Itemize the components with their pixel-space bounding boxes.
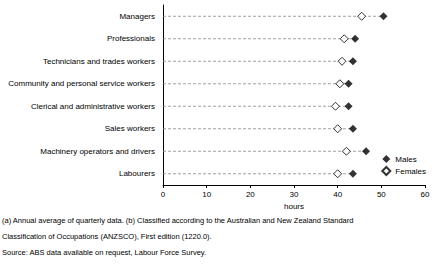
svg-text:40: 40 — [333, 190, 342, 199]
svg-text:Source: ABS data available on: Source: ABS data available on request, L… — [2, 248, 206, 257]
svg-text:Community and personal service: Community and personal service workers — [8, 79, 155, 88]
svg-text:Machinery operators and driver: Machinery operators and drivers — [40, 147, 155, 156]
svg-text:50: 50 — [377, 190, 386, 199]
svg-text:10: 10 — [202, 190, 211, 199]
svg-text:Technicians and trades workers: Technicians and trades workers — [43, 57, 155, 66]
svg-text:Sales workers: Sales workers — [105, 124, 155, 133]
svg-text:30: 30 — [290, 190, 299, 199]
svg-text:60: 60 — [421, 190, 430, 199]
svg-text:Clerical and administrative wo: Clerical and administrative workers — [31, 102, 155, 111]
svg-text:Males: Males — [395, 155, 416, 164]
svg-text:0: 0 — [161, 190, 166, 199]
svg-text:Labourers: Labourers — [119, 169, 155, 178]
svg-text:Classification of Occupations: Classification of Occupations (ANZSCO), … — [2, 232, 212, 241]
svg-text:Professionals: Professionals — [107, 34, 155, 43]
svg-text:Managers: Managers — [119, 12, 155, 21]
svg-text:hours: hours — [284, 202, 304, 211]
svg-text:(a) Annual average of quarterl: (a) Annual average of quarterly data. (b… — [2, 216, 353, 225]
svg-text:20: 20 — [246, 190, 255, 199]
svg-text:Females: Females — [395, 167, 426, 176]
